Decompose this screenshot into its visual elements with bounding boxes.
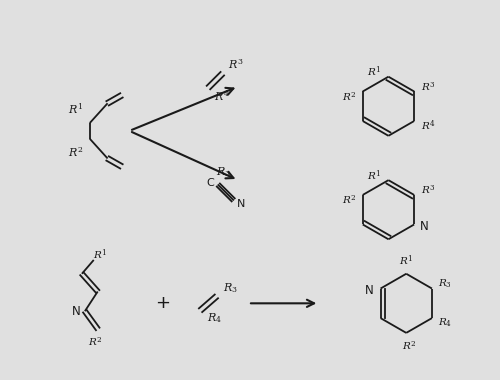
Text: $R^4$: $R^4$ [214,88,230,103]
Text: $R^2$: $R^2$ [68,146,84,160]
Text: $R_4$: $R_4$ [438,317,452,329]
Text: N: N [420,220,428,233]
Text: $R^4$: $R^4$ [420,119,436,133]
Text: $R^2$: $R^2$ [88,336,103,348]
Text: +: + [156,294,170,312]
Text: N: N [366,284,374,297]
Text: $R_4$: $R_4$ [207,311,222,325]
Text: C: C [206,178,214,188]
Text: $R^1$: $R^1$ [68,102,84,117]
Text: $R^1$: $R^1$ [92,248,107,262]
Text: N: N [72,305,80,318]
Text: N: N [237,199,246,209]
Text: $R^1$: $R^1$ [368,168,382,182]
Text: $R^1$: $R^1$ [368,65,382,79]
Text: $R^2$: $R^2$ [342,90,356,103]
Text: $R_3$: $R_3$ [438,277,452,290]
Text: $R_3$: $R_3$ [223,282,238,295]
Text: $R^1$: $R^1$ [399,253,413,268]
Text: $R_3$: $R_3$ [216,165,231,179]
Text: $R^2$: $R^2$ [402,339,416,352]
Text: $R^3$: $R^3$ [228,57,244,71]
Text: $R^3$: $R^3$ [420,184,436,196]
Text: $R^3$: $R^3$ [420,80,436,93]
Text: $R^2$: $R^2$ [342,193,356,206]
